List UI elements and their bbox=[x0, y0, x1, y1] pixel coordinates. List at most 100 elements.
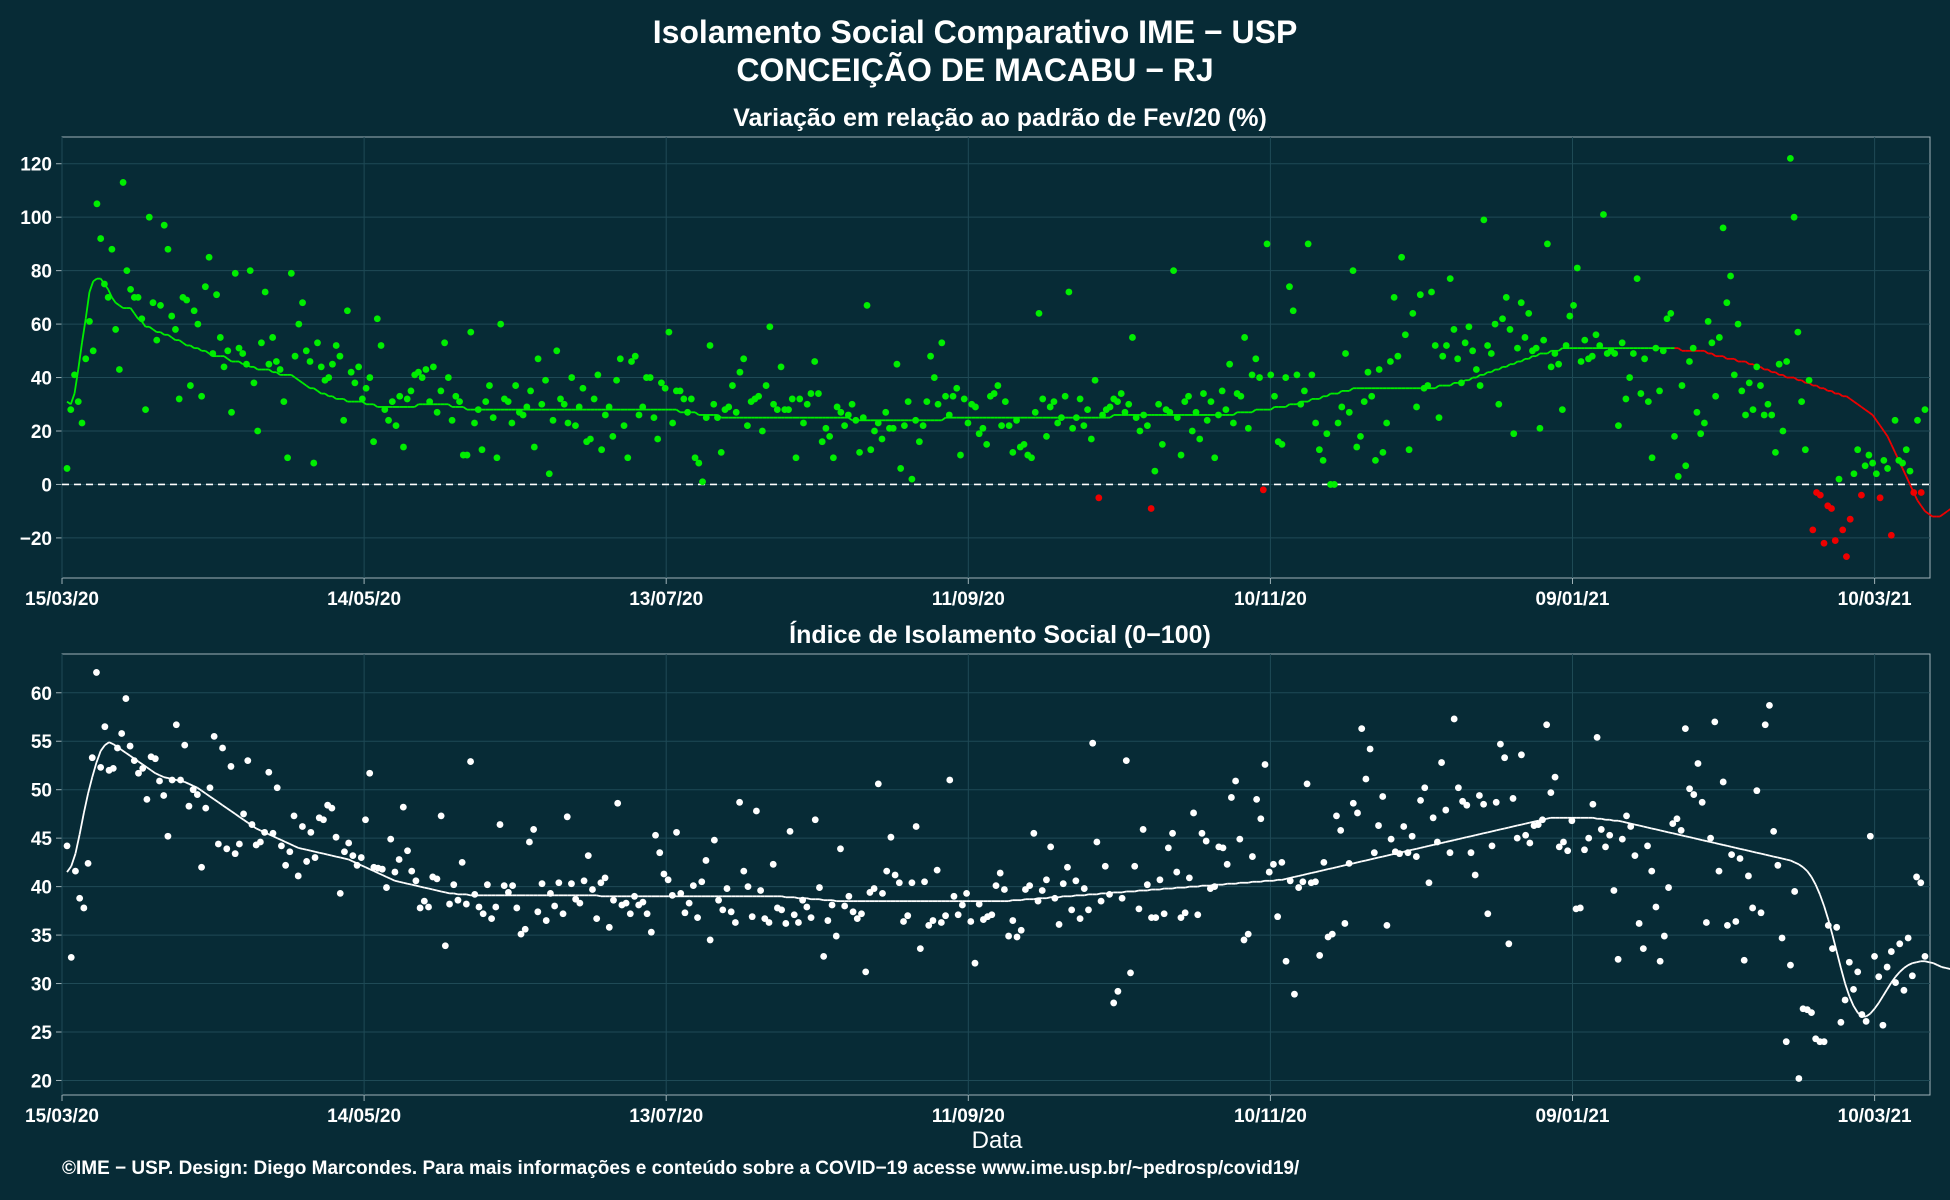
rolling-mean-segment bbox=[178, 339, 184, 344]
rolling-mean-segment bbox=[1159, 887, 1165, 891]
rolling-mean-segment bbox=[447, 403, 453, 408]
data-point bbox=[1704, 318, 1712, 325]
data-point bbox=[1160, 910, 1168, 918]
data-point bbox=[695, 459, 703, 467]
data-point bbox=[555, 879, 563, 887]
rolling-mean-segment bbox=[146, 766, 152, 772]
rolling-mean-segment bbox=[1937, 964, 1943, 968]
rolling-mean-segment bbox=[1441, 841, 1446, 844]
data-point bbox=[762, 382, 770, 389]
data-point bbox=[1663, 315, 1671, 323]
rolling-mean-segment bbox=[1302, 873, 1308, 876]
data-point bbox=[500, 882, 508, 890]
data-point bbox=[1883, 963, 1891, 971]
rolling-mean-segment bbox=[1420, 845, 1425, 849]
data-point bbox=[1424, 382, 1432, 389]
data-point bbox=[1089, 739, 1097, 747]
data-point bbox=[1921, 953, 1929, 960]
data-point bbox=[67, 953, 75, 961]
data-point bbox=[927, 352, 934, 360]
rolling-mean-segment bbox=[314, 850, 320, 854]
data-point bbox=[822, 424, 830, 432]
y-tick-label: 40 bbox=[31, 369, 52, 390]
data-point bbox=[1139, 826, 1147, 833]
rolling-mean-segment bbox=[1483, 371, 1489, 376]
rolling-mean-segment bbox=[227, 358, 233, 363]
data-point bbox=[1682, 462, 1690, 470]
data-point bbox=[1360, 398, 1368, 405]
rolling-mean-segment bbox=[1251, 408, 1257, 414]
data-point bbox=[1301, 387, 1308, 395]
data-point bbox=[1633, 275, 1641, 283]
rolling-mean-segment bbox=[1733, 358, 1739, 363]
data-point bbox=[628, 358, 635, 365]
rolling-mean-segment bbox=[445, 891, 450, 895]
data-point bbox=[1143, 881, 1151, 889]
data-point bbox=[1787, 961, 1794, 969]
rolling-mean-segment bbox=[1739, 847, 1745, 851]
rolling-mean-segment bbox=[1879, 425, 1885, 432]
data-point bbox=[1558, 406, 1566, 414]
rolling-mean-segment bbox=[1332, 866, 1337, 870]
rolling-mean-segment bbox=[411, 883, 417, 887]
data-point bbox=[463, 451, 471, 459]
rolling-mean-segment bbox=[1491, 829, 1497, 833]
data-point bbox=[1443, 342, 1450, 349]
data-point bbox=[1641, 355, 1648, 363]
data-point bbox=[88, 754, 96, 762]
data-point bbox=[235, 344, 243, 352]
data-point bbox=[1226, 360, 1234, 368]
x-tick-label: 14/05/20 bbox=[327, 1106, 401, 1127]
data-point bbox=[1122, 757, 1130, 765]
rolling-mean-segment bbox=[1134, 889, 1140, 893]
x-tick-label: 10/11/20 bbox=[1234, 589, 1307, 610]
rolling-mean-segment bbox=[204, 350, 210, 355]
data-point bbox=[960, 395, 968, 403]
data-point bbox=[1665, 884, 1672, 891]
rolling-mean-segment bbox=[381, 874, 387, 878]
data-point bbox=[1286, 283, 1293, 291]
rolling-mean-segment bbox=[462, 406, 468, 411]
data-point bbox=[841, 902, 849, 910]
data-point bbox=[240, 810, 247, 818]
y-tick-label: 100 bbox=[20, 208, 52, 229]
data-point bbox=[1009, 448, 1017, 456]
data-point bbox=[1681, 725, 1689, 733]
data-point bbox=[590, 395, 598, 403]
data-point bbox=[295, 320, 303, 328]
rolling-mean-segment bbox=[184, 781, 190, 785]
data-point bbox=[1652, 344, 1660, 352]
rolling-mean-segment bbox=[1638, 824, 1644, 828]
rolling-mean-segment bbox=[125, 752, 131, 757]
data-point bbox=[605, 403, 613, 411]
plot-frame bbox=[61, 653, 1931, 1096]
data-point bbox=[1577, 358, 1585, 365]
rolling-mean-segment bbox=[1315, 870, 1320, 873]
data-point bbox=[807, 390, 815, 397]
rolling-mean-segment bbox=[306, 848, 312, 852]
data-point bbox=[826, 432, 834, 440]
data-point bbox=[1425, 879, 1433, 887]
data-point bbox=[957, 451, 964, 459]
data-point bbox=[210, 732, 218, 740]
rolling-mean-segment bbox=[1945, 967, 1950, 970]
rolling-mean-segment bbox=[1525, 821, 1531, 825]
data-point bbox=[1240, 936, 1248, 944]
data-point bbox=[971, 959, 979, 967]
data-point bbox=[1667, 310, 1675, 317]
data-point bbox=[684, 408, 691, 416]
data-point bbox=[1223, 860, 1231, 868]
rolling-mean-segment bbox=[1941, 966, 1947, 969]
rolling-mean-segment bbox=[285, 841, 291, 845]
data-point bbox=[1059, 880, 1067, 888]
data-point bbox=[497, 320, 505, 328]
rolling-mean-segment bbox=[1475, 374, 1481, 379]
data-point bbox=[1043, 876, 1050, 884]
data-point bbox=[1461, 339, 1469, 347]
rolling-mean-segment bbox=[1701, 839, 1707, 842]
data-point bbox=[1198, 829, 1206, 837]
rolling-mean-segment bbox=[1886, 982, 1893, 990]
rolling-mean-segment bbox=[1672, 832, 1678, 836]
data-point bbox=[691, 454, 699, 462]
rolling-mean-segment bbox=[394, 879, 400, 883]
